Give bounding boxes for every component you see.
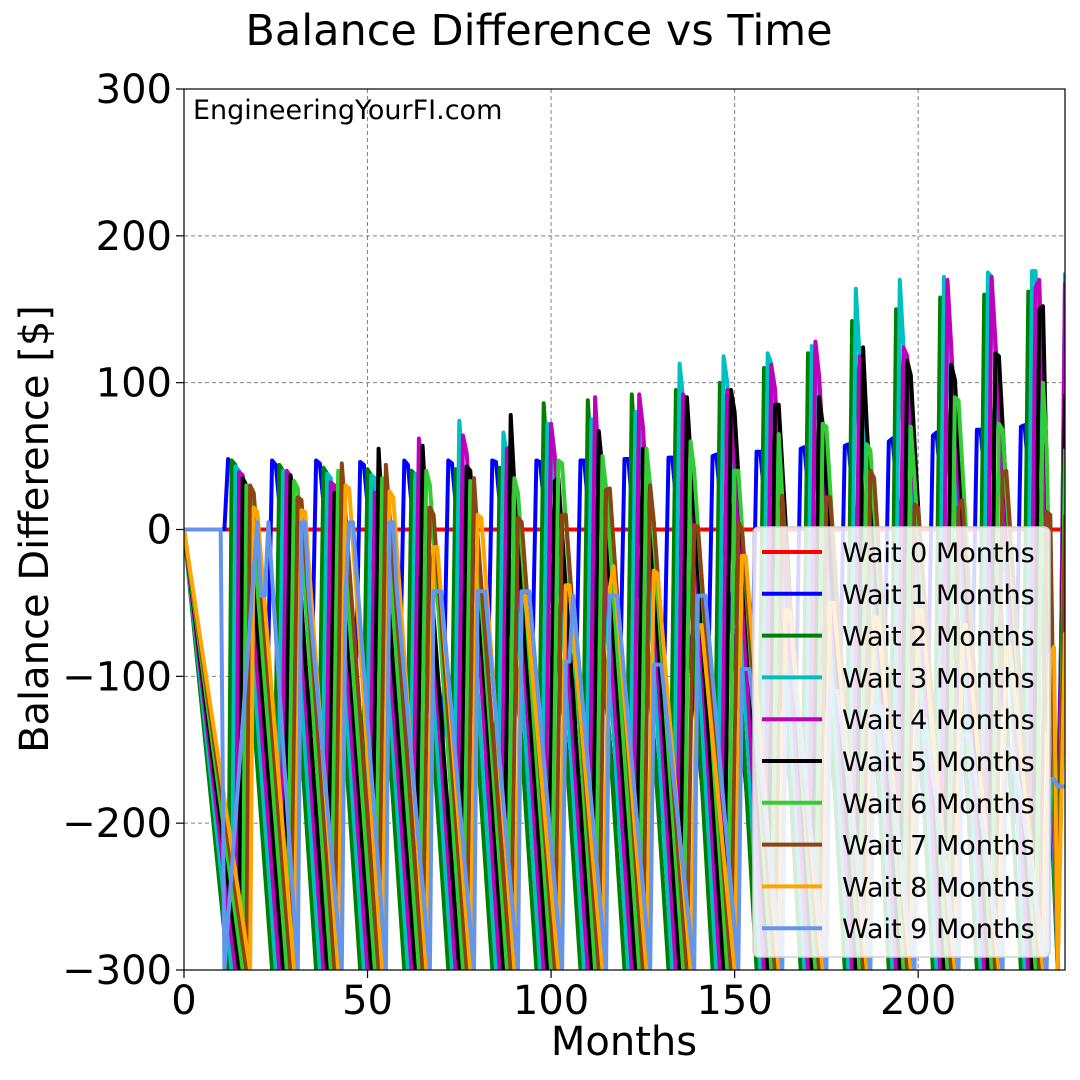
legend-label-wait-4-months: Wait 4 Months [842,705,1035,736]
y-axis-label: Balance Difference [$] [12,305,58,753]
legend: Wait 0 Months Wait 1 Months Wait 2 Months W… [752,526,1051,958]
legend-label-wait-3-months: Wait 3 Months [842,663,1035,694]
legend-label-wait-8-months: Wait 8 Months [842,872,1035,903]
y-tick-label: 300 [96,67,172,113]
legend-box [752,526,1051,958]
x-tick-label: 200 [880,978,956,1024]
y-tick-label: −200 [62,801,172,847]
y-tick-label: −100 [62,654,172,700]
legend-label-wait-6-months: Wait 6 Months [842,789,1035,820]
axis-ticks: 0 50 100 150 200 −300 −200 −100 0 100 200 300 [62,67,956,1024]
legend-label-wait-1-months: Wait 1 Months [842,580,1035,611]
x-axis-label: Months [551,1019,697,1065]
watermark-text: EngineeringYourFI.com [193,95,502,126]
chart-title: Balance Difference vs Time [245,6,832,56]
y-tick-label: 100 [96,361,172,407]
x-tick-label: 150 [696,978,772,1024]
y-tick-label: 0 [147,508,172,554]
y-tick-label: −300 [62,948,172,994]
legend-label-wait-0-months: Wait 0 Months [842,538,1035,569]
legend-label-wait-7-months: Wait 7 Months [842,831,1035,862]
legend-label-wait-2-months: Wait 2 Months [842,622,1035,653]
legend-label-wait-9-months: Wait 9 Months [842,914,1035,945]
x-tick-label: 100 [513,978,589,1024]
x-tick-label: 0 [171,978,196,1024]
x-tick-label: 50 [342,978,393,1024]
y-tick-label: 200 [96,214,172,260]
legend-label-wait-5-months: Wait 5 Months [842,747,1035,778]
